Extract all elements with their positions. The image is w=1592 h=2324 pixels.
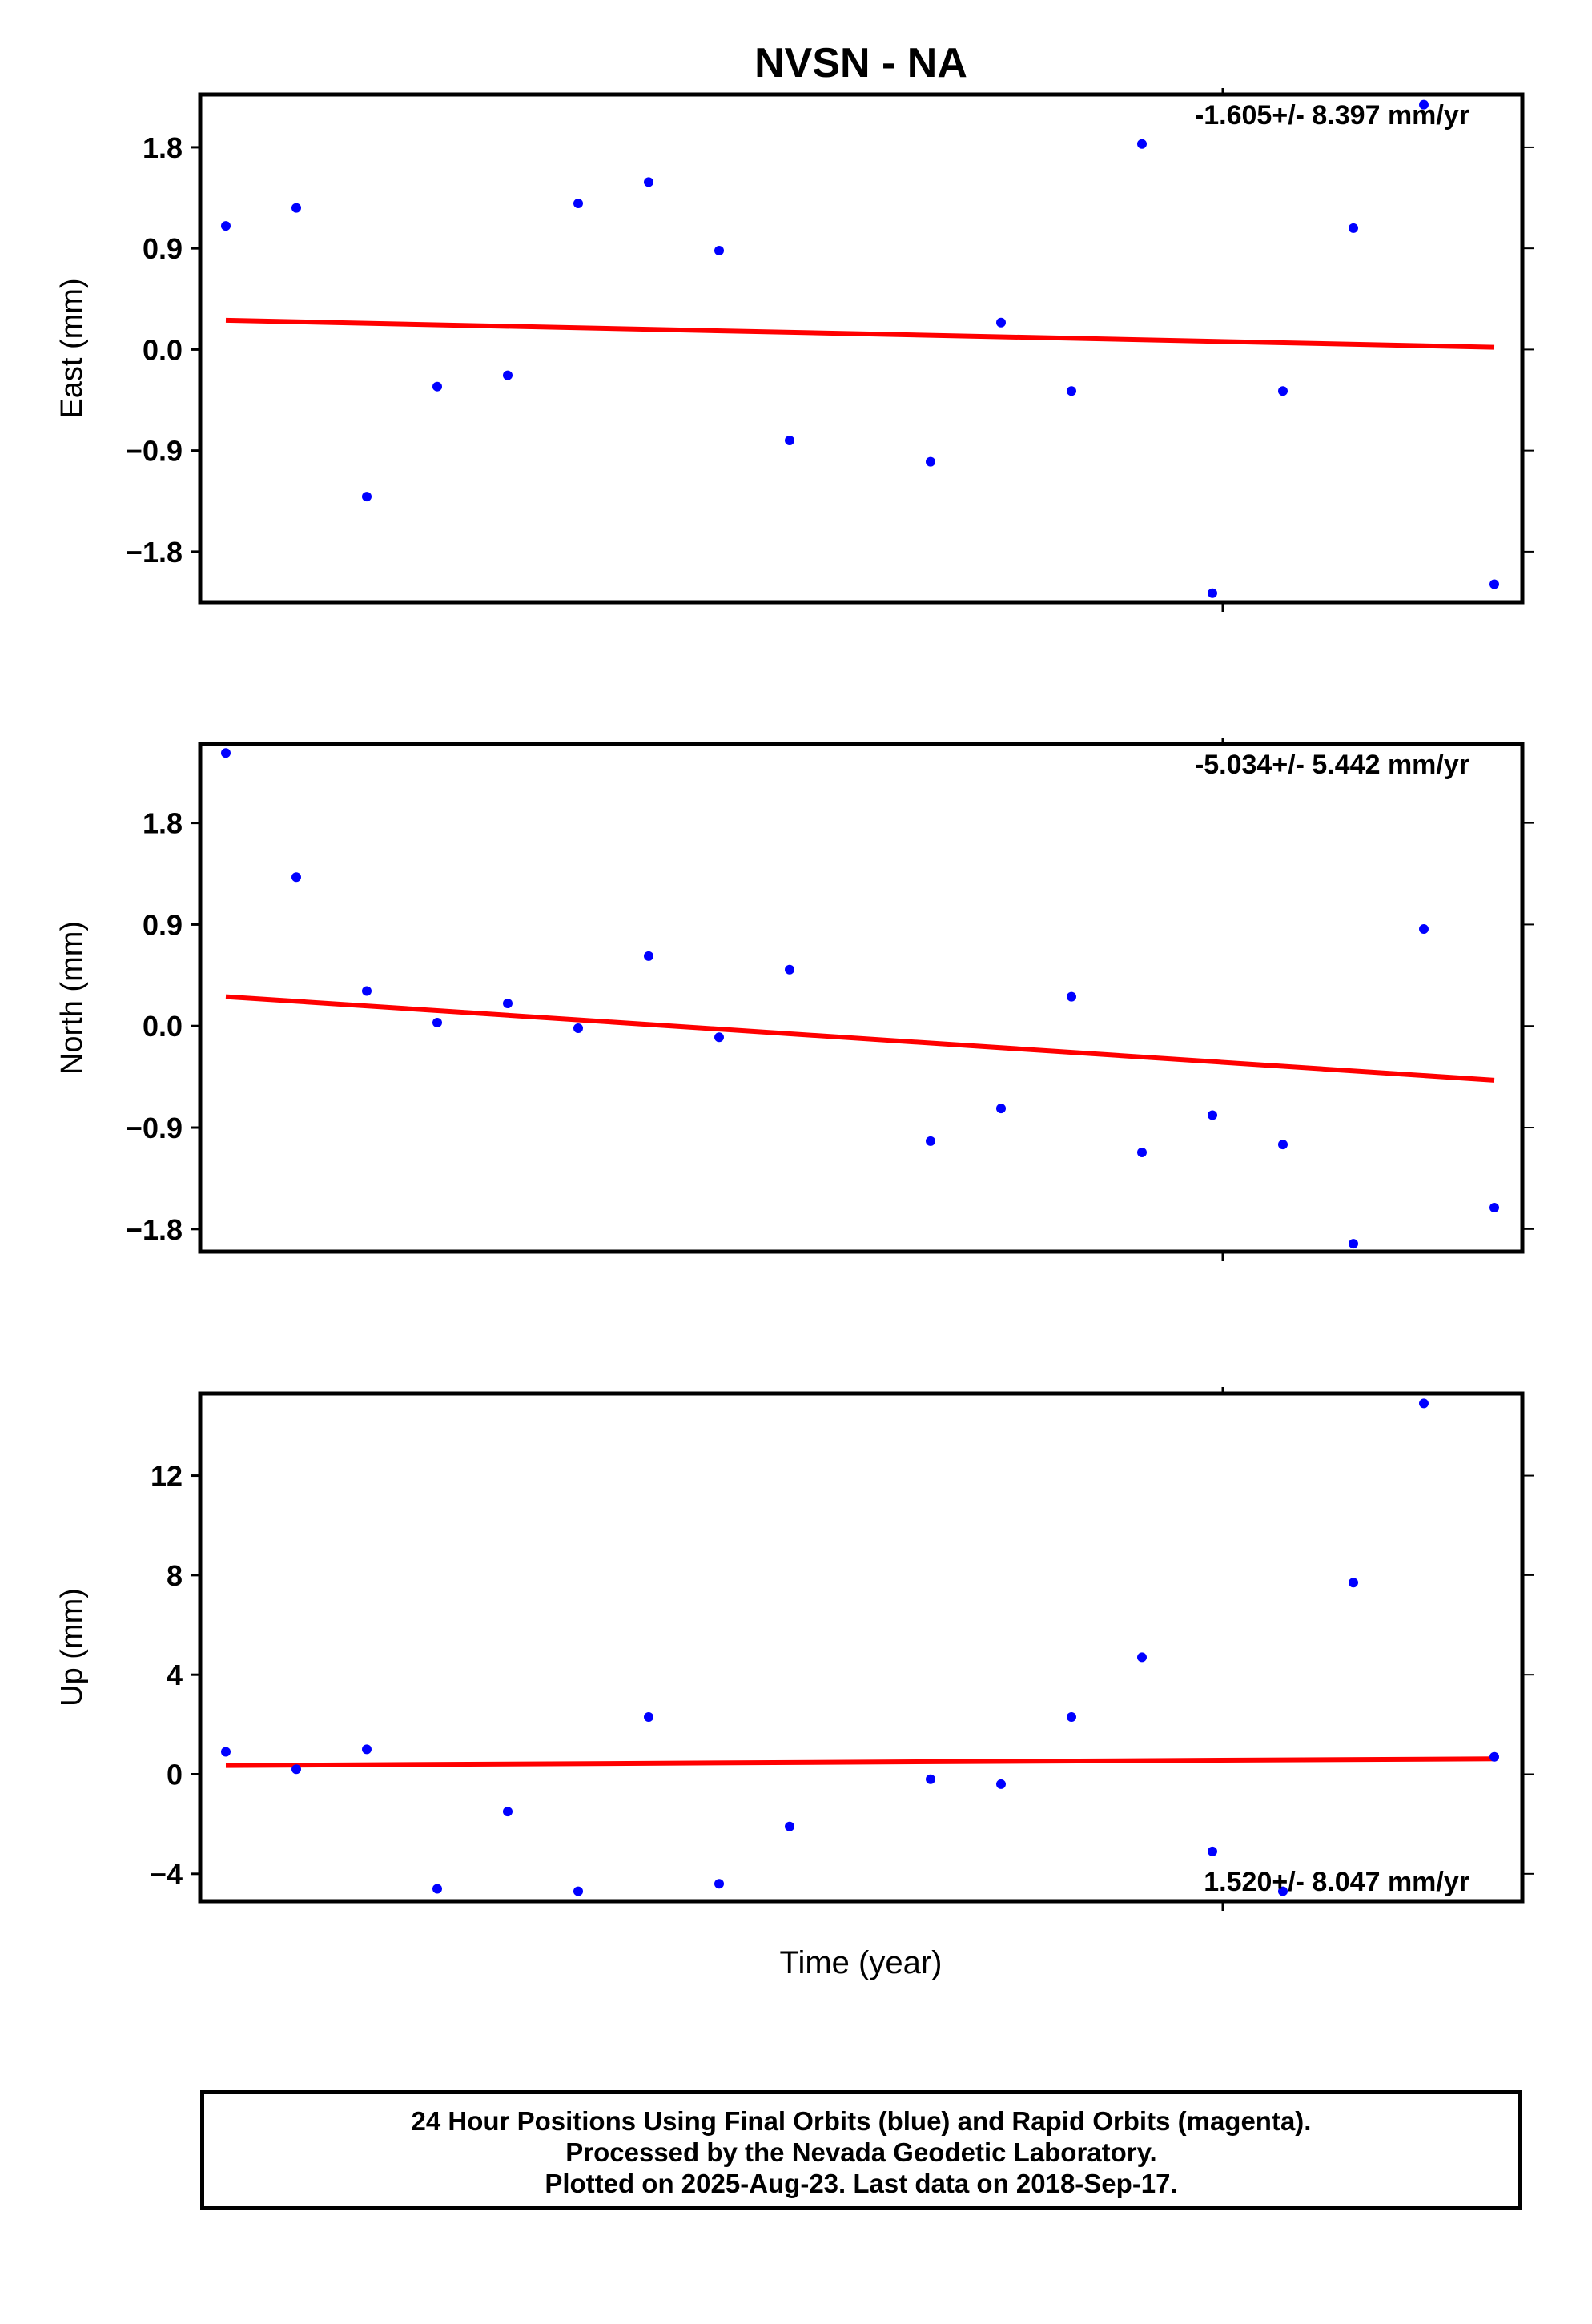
east-data-point — [1137, 139, 1147, 149]
north-data-point — [1419, 924, 1429, 935]
up-ytick-label: 0 — [167, 1759, 183, 1791]
east-data-point — [221, 221, 231, 231]
north-data-point — [1208, 1110, 1217, 1120]
up-data-point — [291, 1764, 301, 1775]
east-ytick-label: −0.9 — [126, 435, 183, 468]
east-data-point — [1208, 588, 1217, 598]
east-data-point — [1278, 386, 1288, 396]
east-data-point — [1067, 386, 1076, 396]
east-trend-line — [225, 317, 1495, 350]
north-data-point — [785, 964, 794, 975]
north-ytick-label: 0.0 — [143, 1010, 183, 1043]
footer-line-3: Plotted on 2025-Aug-23. Last data on 201… — [545, 2169, 1178, 2198]
up-data-point — [1489, 1751, 1499, 1762]
processing-info-box: 24 Hour Positions Using Final Orbits (bl… — [200, 2090, 1522, 2210]
north-data-point — [1067, 991, 1076, 1002]
east-panel: 1.8 0.9 0.0 −0.9 −1.8 East (mm) -1.605+/- 8.39… — [55, 88, 1534, 612]
north-data-point — [1349, 1239, 1358, 1249]
east-data-point — [714, 245, 724, 255]
north-y-axis-label: North (mm) — [55, 921, 89, 1075]
east-ytick-label: 0.0 — [143, 333, 183, 366]
north-panel: 1.8 0.9 0.0 −0.9 −1.8 North (mm) -5.034+/- 5.4… — [55, 738, 1534, 1261]
north-data-point — [996, 1104, 1006, 1114]
north-rate-label: -5.034+/- 5.442 mm/yr — [1195, 750, 1469, 780]
east-ytick-label: 1.8 — [143, 131, 183, 164]
up-data-point — [1278, 1886, 1288, 1896]
up-data-point — [221, 1747, 231, 1757]
up-data-point — [1349, 1578, 1358, 1588]
north-ytick-label: −0.9 — [126, 1112, 183, 1144]
footer-line-1: 24 Hour Positions Using Final Orbits (bl… — [411, 2106, 1312, 2136]
chart-title: NVSN - NA — [754, 40, 967, 86]
east-data-point — [644, 177, 653, 187]
up-data-point — [644, 1712, 653, 1723]
north-data-point — [926, 1136, 935, 1146]
footer-line-2: Processed by the Nevada Geodetic Laborat… — [565, 2137, 1157, 2167]
north-data-point — [573, 1023, 583, 1034]
north-data-point — [291, 872, 301, 883]
up-data-point — [1419, 1398, 1429, 1409]
up-ytick-label: 12 — [151, 1460, 183, 1493]
up-data-point — [503, 1807, 513, 1817]
east-data-point — [926, 456, 935, 467]
north-ytick-label: 0.9 — [143, 908, 183, 941]
up-data-point — [926, 1774, 935, 1784]
up-ytick-label: 4 — [167, 1659, 183, 1691]
panels-group: 1.8 0.9 0.0 −0.9 −1.8 East (mm) -1.605+/- 8.39… — [55, 88, 1534, 1911]
east-data-point — [996, 317, 1006, 328]
east-data-point — [573, 199, 583, 209]
up-ytick-label: 8 — [167, 1559, 183, 1592]
north-data-point — [1278, 1140, 1288, 1150]
north-frame — [198, 742, 1525, 1254]
up-data-point — [1067, 1712, 1076, 1723]
x-axis-label: Time (year) — [780, 1945, 943, 1980]
up-data-point — [573, 1886, 583, 1896]
north-data-point — [714, 1032, 724, 1043]
east-data-point — [503, 370, 513, 380]
east-data-point — [785, 436, 794, 446]
up-data-point — [1208, 1846, 1217, 1856]
east-rate-label: -1.605+/- 8.397 mm/yr — [1195, 100, 1469, 131]
east-data-point — [432, 381, 442, 392]
north-data-point — [644, 951, 653, 961]
north-ytick-label: 1.8 — [143, 807, 183, 840]
north-trend-line — [225, 994, 1495, 1083]
east-ytick-label: −1.8 — [126, 536, 183, 569]
up-data-point — [1137, 1652, 1147, 1663]
north-data-point — [432, 1017, 442, 1027]
up-data-point — [714, 1879, 724, 1889]
up-frame — [198, 1391, 1525, 1904]
up-data-point — [996, 1779, 1006, 1789]
up-data-point — [362, 1744, 372, 1755]
north-data-point — [1489, 1203, 1499, 1213]
east-data-point — [1349, 223, 1358, 233]
east-frame — [198, 92, 1525, 605]
up-data-point — [785, 1821, 794, 1831]
north-ytick-label: −1.8 — [126, 1213, 183, 1246]
up-ytick-label: −4 — [150, 1858, 183, 1891]
north-data-point — [362, 986, 372, 996]
east-data-point — [291, 203, 301, 213]
up-data-point — [432, 1884, 442, 1894]
east-ytick-label: 0.9 — [143, 232, 183, 265]
up-trend-line — [225, 1756, 1495, 1768]
east-y-axis-label: East (mm) — [55, 278, 89, 418]
up-rate-label: 1.520+/- 8.047 mm/yr — [1204, 1867, 1469, 1897]
east-data-point — [1489, 579, 1499, 589]
north-data-point — [221, 748, 231, 758]
up-y-axis-label: Up (mm) — [55, 1588, 89, 1707]
up-panel: 12 8 4 0 −4 Up (mm) 1.520+/- 8.047 mm/yr — [55, 1387, 1534, 1911]
north-data-point — [1137, 1148, 1147, 1158]
east-data-point — [362, 492, 372, 502]
north-data-point — [503, 999, 513, 1009]
east-data-point — [1419, 99, 1429, 110]
